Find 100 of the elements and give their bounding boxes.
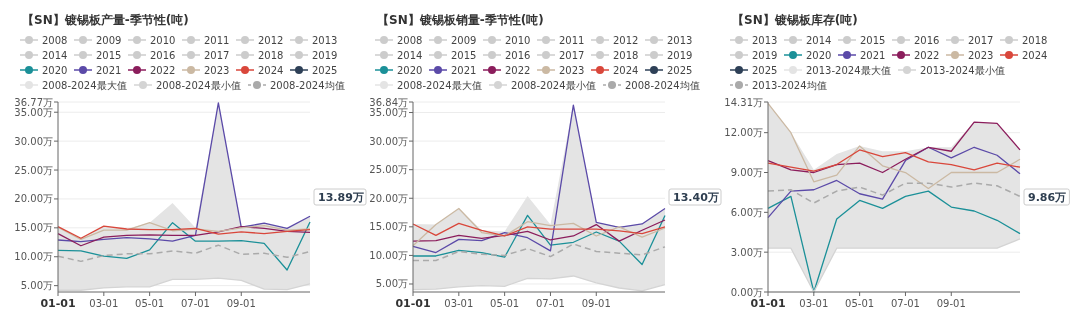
legend-label: 2013 xyxy=(667,34,693,46)
y-tick-label: 20.00万 xyxy=(369,192,408,204)
legend-label: 2013 xyxy=(752,34,778,46)
line-series xyxy=(767,146,1021,219)
legend-label: 2008-2024均值 xyxy=(270,79,345,91)
legend-label: 2011 xyxy=(559,34,585,46)
x-tick-label: 05-01 xyxy=(135,298,165,309)
y-tick-label: 5.00万 xyxy=(20,280,53,292)
x-tick-label: 09-01 xyxy=(226,298,256,309)
legend-label: 2016 xyxy=(150,49,176,61)
line-series xyxy=(412,214,666,266)
x-tick-label: 03-01 xyxy=(89,298,119,309)
legend-label: 2017 xyxy=(559,49,585,61)
legend-label: 2024 xyxy=(613,64,639,76)
legend-label: 2018 xyxy=(258,49,284,61)
line-series xyxy=(412,219,666,242)
legend-label: 2012 xyxy=(613,34,639,46)
legend-label: 2018 xyxy=(613,49,639,61)
y-tick-label: 0.00万 xyxy=(730,286,763,298)
legend-label: 2008-2024均值 xyxy=(625,79,700,91)
legend-label: 2025 xyxy=(752,64,778,76)
legend-label: 2017 xyxy=(204,49,230,61)
y-tick-label: 36.77万 xyxy=(14,96,53,108)
legend-label: 2018 xyxy=(1022,34,1048,46)
legend-label: 2009 xyxy=(96,34,122,46)
chart-title: 【SN】镀锡板产量-季节性(吨) xyxy=(22,13,189,27)
line-series xyxy=(412,207,666,247)
line-series xyxy=(767,182,1021,204)
legend-label: 2010 xyxy=(505,34,531,46)
y-tick-label: 15.00万 xyxy=(369,221,408,233)
x-tick-label: 01-01 xyxy=(40,297,76,310)
legend-label: 2015 xyxy=(451,49,477,61)
line-series xyxy=(767,121,1021,174)
line-series xyxy=(412,222,666,237)
line-series xyxy=(57,221,311,271)
legend-label: 2013-2024最大值 xyxy=(806,64,891,76)
legend-label: 2023 xyxy=(559,64,585,76)
legend-label: 2025 xyxy=(312,64,338,76)
legend-label: 2022 xyxy=(505,64,531,76)
legend-label: 2014 xyxy=(806,34,832,46)
y-tick-label: 12.00万 xyxy=(724,127,763,139)
legend-label: 2021 xyxy=(96,64,122,76)
line-series xyxy=(57,102,311,243)
legend-label: 2008-2024最大值 xyxy=(397,79,482,91)
x-tick-label: 05-01 xyxy=(490,298,520,309)
chart-title: 【SN】镀锡板库存(吨) xyxy=(732,13,858,27)
legend-label: 2015 xyxy=(96,49,122,61)
line-series xyxy=(412,104,666,254)
legend-label: 2012 xyxy=(258,34,284,46)
y-tick-label: 10.00万 xyxy=(369,249,408,261)
legend-label: 2008 xyxy=(397,34,423,46)
legend-label: 2008-2024最小值 xyxy=(511,79,596,91)
legend-label: 2019 xyxy=(752,49,778,61)
legend-label: 2009 xyxy=(451,34,477,46)
text: 9.86万 xyxy=(1028,190,1067,204)
legend-label: 2024 xyxy=(1022,49,1048,61)
y-tick-label: 25.00万 xyxy=(369,164,408,176)
y-tick-label: 5.00万 xyxy=(375,278,408,290)
legend-label: 2008-2024最大值 xyxy=(42,79,127,91)
legend-label: 2015 xyxy=(860,34,886,46)
x-tick-label: 09-01 xyxy=(936,298,966,309)
x-tick-label: 05-01 xyxy=(845,298,875,309)
legend-label: 2011 xyxy=(204,34,230,46)
y-tick-label: 14.31万 xyxy=(724,96,763,108)
y-tick-label: 6.00万 xyxy=(730,206,763,218)
legend-label: 2017 xyxy=(968,34,994,46)
legend-label: 2008-2024最小值 xyxy=(156,79,241,91)
legend-label: 2013-2024最小值 xyxy=(920,64,1005,76)
y-tick-label: 20.00万 xyxy=(14,193,53,205)
y-tick-label: 3.00万 xyxy=(730,246,763,258)
legend-label: 2022 xyxy=(914,49,940,61)
legend-label: 2020 xyxy=(806,49,832,61)
legend-label: 2016 xyxy=(914,34,940,46)
line-series xyxy=(57,226,311,247)
y-tick-label: 9.00万 xyxy=(730,167,763,178)
text: 13.89万 xyxy=(318,190,364,204)
line-series xyxy=(412,243,666,262)
legend-label: 2014 xyxy=(42,49,68,61)
y-tick-label: 10.00万 xyxy=(14,251,53,263)
legend-label: 2014 xyxy=(397,49,423,61)
line-series xyxy=(57,244,311,263)
legend-label: 2013 xyxy=(312,34,338,46)
legend-label: 2021 xyxy=(451,64,477,76)
legend-label: 2008 xyxy=(42,34,68,46)
y-tick-label: 35.00万 xyxy=(369,107,408,119)
legend-label: 2025 xyxy=(667,64,693,76)
legend-label: 2023 xyxy=(968,49,994,61)
text: 13.40万 xyxy=(673,190,719,204)
x-tick-label: 03-01 xyxy=(444,298,474,309)
x-tick-label: 01-01 xyxy=(395,297,431,310)
legend-label: 2023 xyxy=(204,64,230,76)
legend-label: 2016 xyxy=(505,49,531,61)
line-series xyxy=(767,102,1021,190)
chart-title: 【SN】镀锡板销量-季节性(吨) xyxy=(377,13,544,27)
y-tick-label: 30.00万 xyxy=(369,135,408,147)
legend-label: 2022 xyxy=(150,64,176,76)
x-tick-label: 07-01 xyxy=(180,298,210,309)
legend-label: 2021 xyxy=(860,49,886,61)
x-tick-label: 01-01 xyxy=(750,297,786,310)
legend-label: 2020 xyxy=(42,64,68,76)
